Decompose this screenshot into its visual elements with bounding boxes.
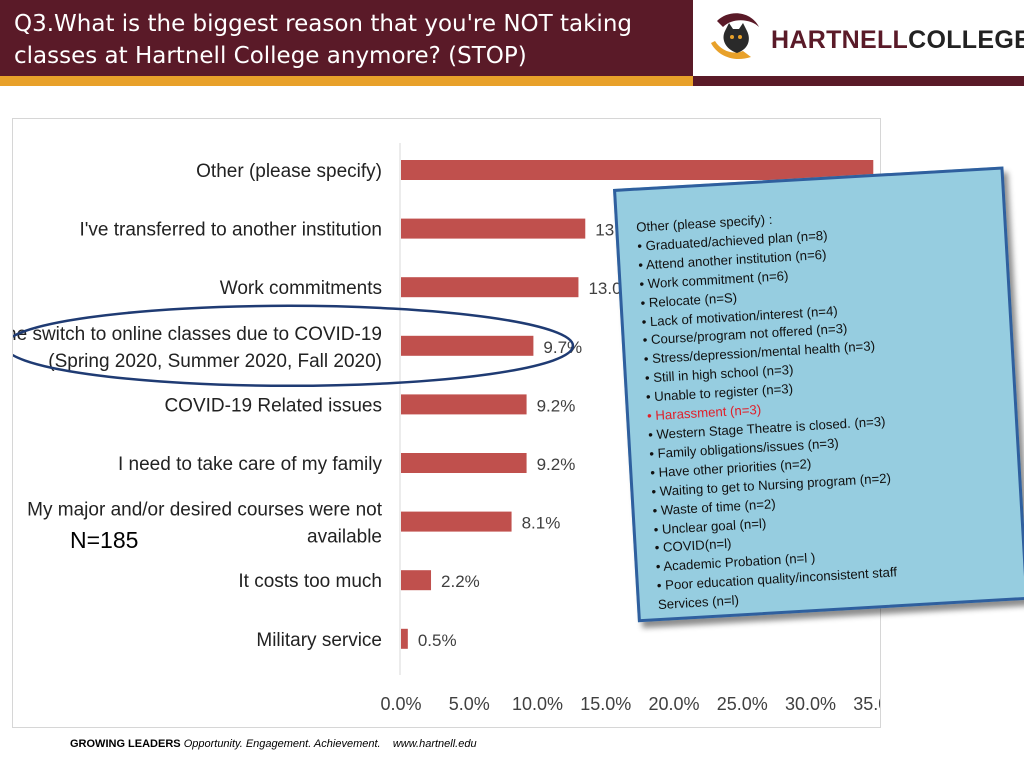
x-tick-label: 0.0% <box>380 694 421 714</box>
wordmark-secondary: COLLEGE <box>908 26 1024 54</box>
bar <box>401 218 586 239</box>
x-tick-label: 5.0% <box>449 694 490 714</box>
x-tick-label: 35.0% <box>853 694 880 714</box>
category-label: available <box>307 527 382 548</box>
data-label: 0.5% <box>418 631 457 650</box>
panther-logo-icon <box>711 13 759 60</box>
bar <box>401 335 534 356</box>
other-responses-note: Other (please specify) : • Graduated/ach… <box>613 166 1024 623</box>
x-tick-label: 10.0% <box>512 694 563 714</box>
logo-underline <box>693 76 1024 86</box>
footer-tagline: Opportunity. Engagement. Achievement. <box>183 738 381 750</box>
category-label: (Spring 2020, Summer 2020, Fall 2020) <box>48 351 382 372</box>
x-tick-label: 25.0% <box>717 694 768 714</box>
slide-title: Q3.What is the biggest reason that you'r… <box>14 11 633 69</box>
x-tick-label: 20.0% <box>648 694 699 714</box>
bar <box>401 511 512 532</box>
category-label: Military service <box>256 630 382 651</box>
sample-size: N=185 <box>70 527 139 553</box>
footer: GROWING LEADERS Opportunity. Engagement.… <box>70 738 477 750</box>
bar <box>401 570 432 591</box>
category-label: I need to take care of my family <box>118 454 383 475</box>
data-label: 2.2% <box>441 572 480 591</box>
bar <box>401 160 874 180</box>
bar <box>401 277 579 298</box>
accent-stripe <box>0 76 693 86</box>
category-label: Other (please specify) <box>196 161 382 182</box>
note-list: • Graduated/achieved plan (n=8) • Attend … <box>637 217 1022 597</box>
footer-bold: GROWING LEADERS <box>70 738 181 750</box>
category-label: Work commitments <box>220 278 382 299</box>
category-label: My major and/or desired courses were not <box>27 500 383 521</box>
data-label: 9.2% <box>537 455 576 474</box>
data-label: 9.2% <box>537 396 576 415</box>
bar <box>401 453 527 473</box>
bar <box>401 628 408 649</box>
title-banner: Q3.What is the biggest reason that you'r… <box>0 0 693 76</box>
x-tick-label: 15.0% <box>580 694 631 714</box>
x-tick-label: 30.0% <box>785 694 836 714</box>
note-text: Other (please specify) : • Graduated/ach… <box>636 198 1023 615</box>
category-label: I've transferred to another institution <box>79 220 382 241</box>
category-label: The switch to online classes due to COVI… <box>13 324 382 345</box>
category-label: It costs too much <box>238 571 382 592</box>
highlight-ellipse <box>13 304 575 388</box>
logo-area: HARTNELLCOLLEGE <box>693 0 1024 76</box>
wordmark-primary: HARTNELL <box>771 26 909 54</box>
data-label: 8.1% <box>522 514 561 533</box>
category-label: COVID-19 Related issues <box>164 395 382 416</box>
bar-chart: 0.0%5.0%10.0%15.0%20.0%25.0%30.0%35.0%40… <box>13 143 880 714</box>
bar <box>401 394 527 415</box>
data-label: 9.7% <box>543 338 582 357</box>
college-wordmark: HARTNELLCOLLEGE <box>771 26 1024 55</box>
footer-url: www.hartnell.edu <box>392 738 477 750</box>
